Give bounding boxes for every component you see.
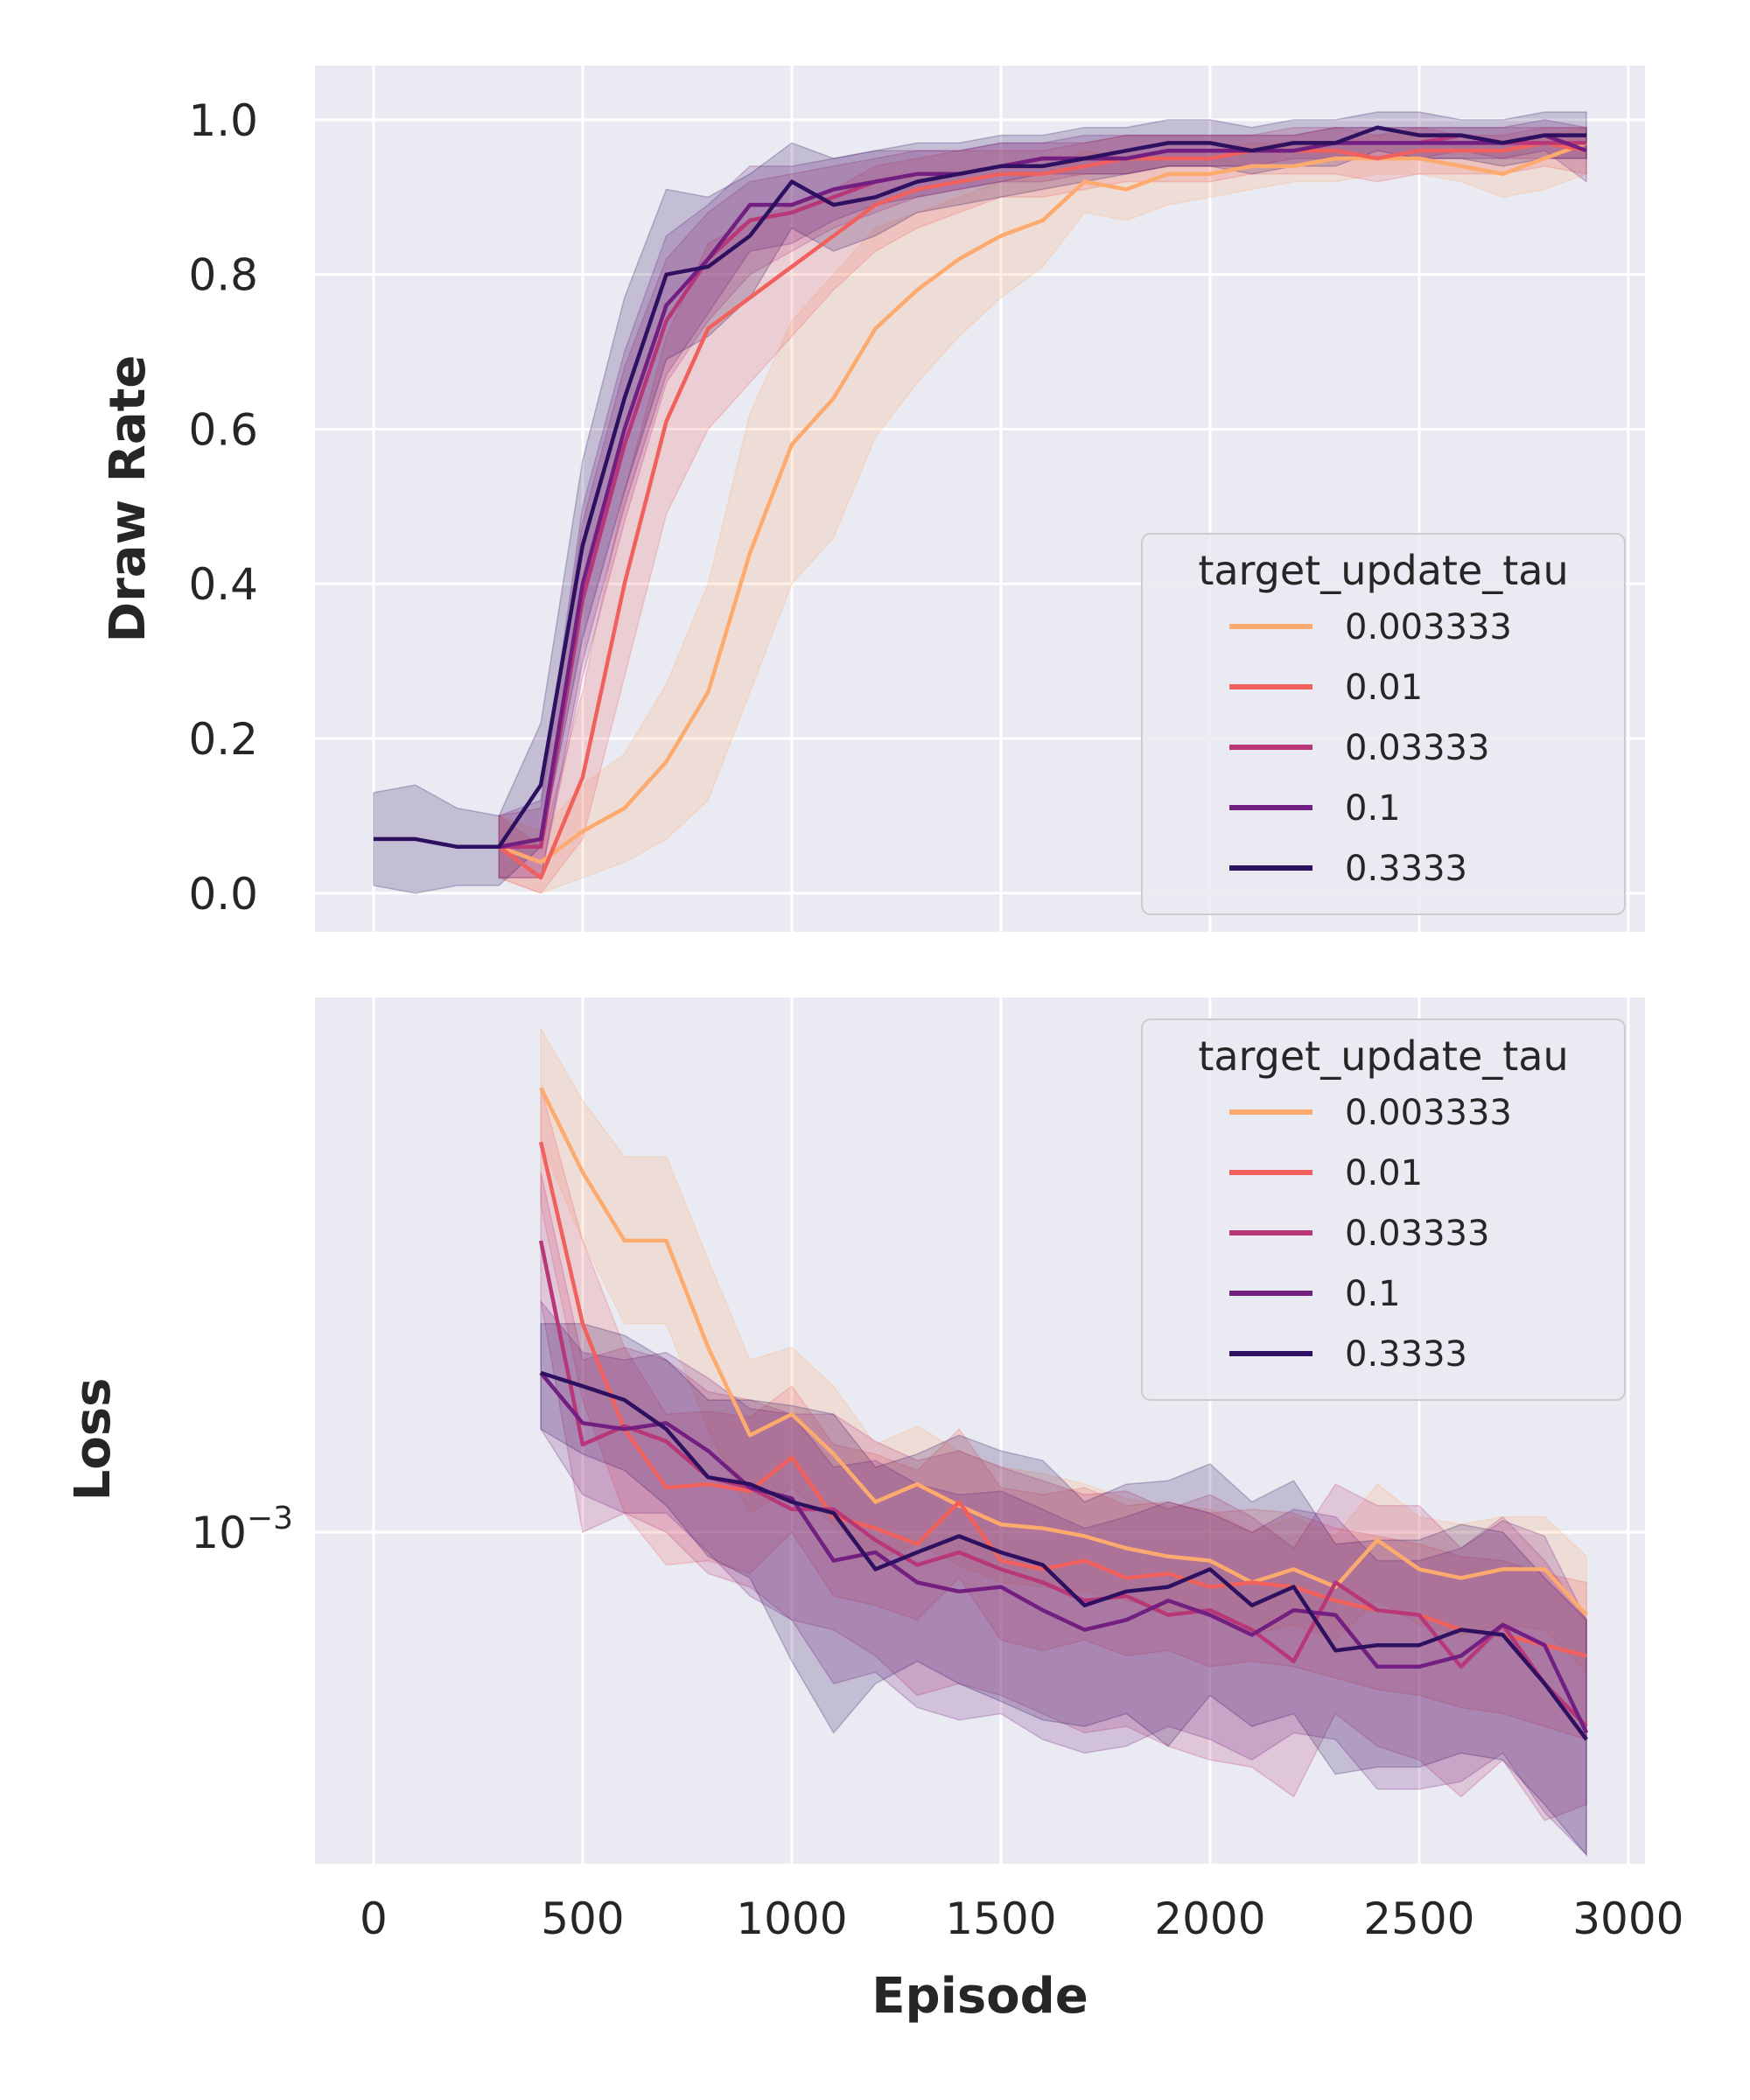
legend-entry: 0.03333: [1345, 728, 1489, 768]
confidence-band: [498, 119, 1587, 878]
y-tick-label: 0.0: [188, 869, 258, 920]
y-tick-label: 0.6: [188, 404, 258, 455]
y-tick-label: 0.2: [188, 714, 258, 765]
draw-rate-series-lines: [373, 125, 1587, 880]
x-tick-label: 2000: [1154, 1894, 1265, 1944]
series-line: [540, 1370, 1588, 1741]
legend-entry: 0.1: [1345, 788, 1401, 829]
x-tick-label: 0: [360, 1894, 388, 1944]
series-line: [498, 141, 1587, 864]
series-line: [373, 125, 1587, 850]
x-tick-label: 2500: [1363, 1894, 1474, 1944]
x-tick-label: 3000: [1572, 1894, 1684, 1944]
series-line: [539, 1371, 1589, 1734]
loss-confidence-bands: [540, 1026, 1587, 1857]
legend-entry: 0.01: [1345, 1153, 1423, 1194]
confidence-band: [540, 1299, 1587, 1857]
loss-panel: 10−3 0 500 1000 1500 2000 2500 3000 Loss Episo…: [65, 998, 1684, 2025]
episode-x-axis-label: Episode: [872, 1968, 1088, 2025]
y-tick-label: 0.8: [188, 250, 258, 301]
episode-x-tick-labels: 0 500 1000 1500 2000 2500 3000: [360, 1894, 1684, 1944]
loss-series-lines: [538, 1087, 1589, 1741]
legend-entry: 0.3333: [1345, 849, 1467, 889]
confidence-band: [498, 126, 1587, 894]
legend-title: target_update_tau: [1198, 1032, 1568, 1080]
series-line: [497, 141, 1587, 880]
confidence-band: [540, 1323, 1587, 1857]
legend-entry: 0.01: [1345, 668, 1423, 708]
draw-rate-y-axis-label: Draw Rate: [100, 355, 157, 643]
y-tick-label: 10−3: [191, 1501, 293, 1558]
confidence-band: [498, 126, 1587, 878]
loss-legend: target_update_tau 0.003333 0.01 0.03333 0.1 0…: [1141, 1018, 1626, 1401]
legend-entry: 0.1: [1345, 1274, 1401, 1314]
y-tick-label: 1.0: [188, 95, 258, 146]
loss-y-axis-label: Loss: [65, 1378, 122, 1502]
series-line: [498, 133, 1587, 850]
legend-entry: 0.03333: [1345, 1214, 1489, 1254]
draw-rate-panel: 0.0 0.2 0.4 0.6 0.8 1.0 Draw Rate target_upda…: [100, 66, 1645, 932]
x-tick-label: 1000: [736, 1894, 847, 1944]
draw-rate-legend: target_update_tau 0.003333 0.01 0.03333 0.1 0…: [1141, 533, 1626, 915]
loss-y-tick-labels: 10−3: [191, 1501, 293, 1558]
draw-rate-y-tick-labels: 0.0 0.2 0.4 0.6 0.8 1.0: [188, 95, 258, 920]
legend-entry: 0.003333: [1345, 607, 1512, 648]
legend-entry: 0.003333: [1345, 1093, 1512, 1133]
legend-title: target_update_tau: [1198, 547, 1568, 594]
legend-entry: 0.3333: [1345, 1334, 1467, 1375]
x-tick-label: 1500: [945, 1894, 1056, 1944]
series-line: [539, 1087, 1588, 1617]
y-tick-label: 0.4: [188, 559, 258, 610]
x-tick-label: 500: [541, 1894, 624, 1944]
confidence-band: [540, 1172, 1587, 1822]
